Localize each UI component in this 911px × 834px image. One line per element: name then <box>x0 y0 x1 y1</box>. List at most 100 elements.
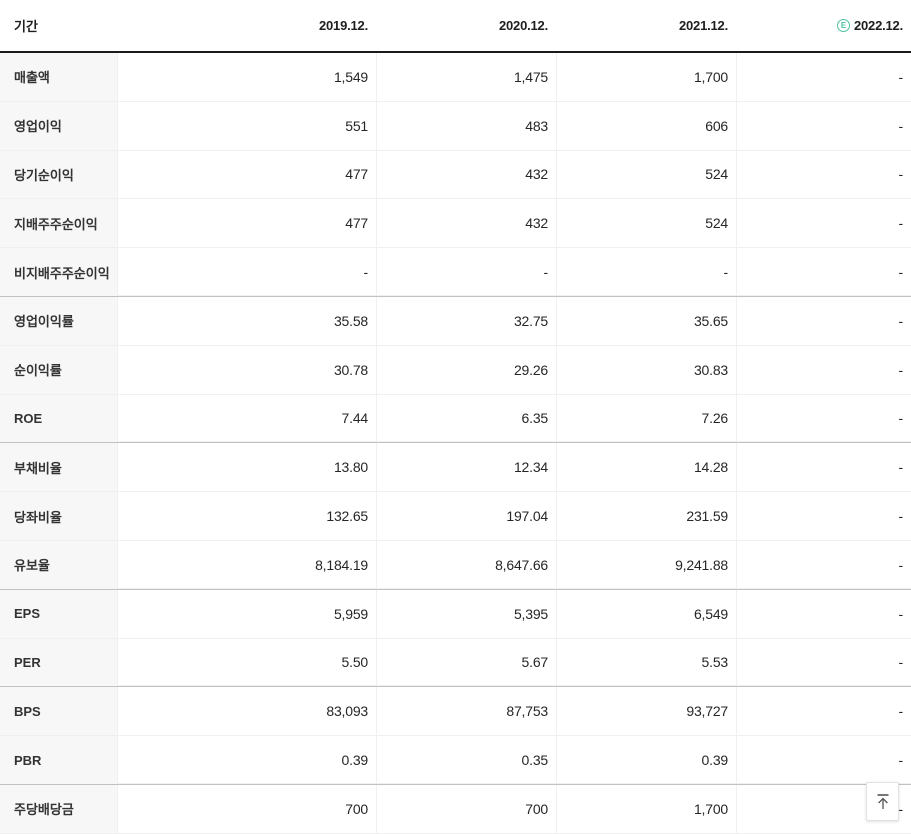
cell-value: 5.50 <box>117 638 376 687</box>
cell-value: 30.83 <box>556 345 736 394</box>
cell-value: - <box>736 589 911 638</box>
cell-value: 93,727 <box>556 687 736 736</box>
row-label: 순이익률 <box>0 345 117 394</box>
row-label: 부채비율 <box>0 443 117 492</box>
cell-value: 700 <box>117 784 376 833</box>
cell-value: - <box>736 736 911 784</box>
cell-value: 132.65 <box>117 492 376 540</box>
cell-value: - <box>736 199 911 248</box>
table-row: 주당배당금 700 700 1,700- <box>0 784 911 834</box>
cell-value: 29.26 <box>376 345 556 394</box>
cell-value: 524 <box>556 150 736 199</box>
column-header-2019: 2019.12. <box>318 18 368 33</box>
table-row: PBR 0.39 0.35 0.39- <box>0 736 911 785</box>
cell-value: 1,700 <box>556 53 736 101</box>
cell-value: 87,753 <box>376 687 556 736</box>
row-label: BPS <box>0 687 117 736</box>
cell-value: - <box>736 296 911 345</box>
row-label: 주당배당금 <box>0 784 117 833</box>
row-label: PER <box>0 638 117 687</box>
cell-value: 7.44 <box>117 394 376 443</box>
cell-value: 8,184.19 <box>117 540 376 589</box>
row-label: 비지배주주순이익 <box>0 248 117 296</box>
cell-value: - <box>736 150 911 199</box>
cell-value: - <box>736 101 911 150</box>
cell-value: 0.35 <box>376 736 556 784</box>
cell-value: 231.59 <box>556 492 736 540</box>
table-row: BPS 83,093 87,753 93,727- <box>0 687 911 737</box>
cell-value: 32.75 <box>376 296 556 345</box>
cell-value: 483 <box>376 101 556 150</box>
cell-value: 83,093 <box>117 687 376 736</box>
row-label: 당기순이익 <box>0 150 117 199</box>
cell-value: 12.34 <box>376 443 556 492</box>
table-body: 매출액 1,549 1,475 1,700- 영업이익 551 483 606- 당기순이익 47… <box>0 53 911 834</box>
cell-value: - <box>556 248 736 296</box>
cell-value: - <box>736 443 911 492</box>
row-label: 당좌비율 <box>0 492 117 540</box>
cell-value: 5,959 <box>117 589 376 638</box>
column-header-2022-estimate: E 2022.12. <box>736 18 911 33</box>
cell-value: - <box>736 248 911 296</box>
column-header-2020: 2020.12. <box>498 18 548 33</box>
cell-value: - <box>736 492 911 540</box>
cell-value: 1,549 <box>117 53 376 101</box>
cell-value: - <box>736 638 911 687</box>
cell-value: 700 <box>376 784 556 833</box>
table-row: 비지배주주순이익 - - - - <box>0 248 911 297</box>
table-row: 지배주주순이익 477 432 524- <box>0 199 911 249</box>
cell-value: 477 <box>117 199 376 248</box>
cell-value: - <box>376 248 556 296</box>
cell-value: 5.53 <box>556 638 736 687</box>
table-row: 영업이익률 35.58 32.75 35.65- <box>0 296 911 346</box>
arrow-up-to-top-icon <box>877 793 888 809</box>
row-label: 영업이익률 <box>0 296 117 345</box>
cell-value: - <box>736 784 911 833</box>
column-header-2022-label: 2022.12. <box>853 18 903 33</box>
cell-value: 432 <box>376 150 556 199</box>
row-label: 지배주주순이익 <box>0 199 117 248</box>
cell-value: 9,241.88 <box>556 540 736 589</box>
cell-value: 1,475 <box>376 53 556 101</box>
cell-value: 5.67 <box>376 638 556 687</box>
table-row: EPS 5,959 5,395 6,549- <box>0 589 911 639</box>
cell-value: 606 <box>556 101 736 150</box>
cell-value: 5,395 <box>376 589 556 638</box>
cell-value: 35.58 <box>117 296 376 345</box>
table-row: 유보율 8,184.19 8,647.66 9,241.88- <box>0 540 911 590</box>
table-row: 당기순이익 477 432 524- <box>0 150 911 200</box>
cell-value: 35.65 <box>556 296 736 345</box>
cell-value: 7.26 <box>556 394 736 443</box>
cell-value: 432 <box>376 199 556 248</box>
row-label: 유보율 <box>0 540 117 589</box>
row-label: 영업이익 <box>0 101 117 150</box>
cell-value: - <box>736 394 911 443</box>
table-row: 매출액 1,549 1,475 1,700- <box>0 53 911 102</box>
row-label: EPS <box>0 589 117 638</box>
cell-value: - <box>117 248 376 296</box>
cell-value: 477 <box>117 150 376 199</box>
cell-value: 8,647.66 <box>376 540 556 589</box>
cell-value: 551 <box>117 101 376 150</box>
table-row: 부채비율 13.80 12.34 14.28- <box>0 443 911 493</box>
table-header-row: 기간 2019.12. 2020.12. 2021.12. E 2022.12. <box>0 0 911 53</box>
cell-value: 524 <box>556 199 736 248</box>
cell-value: - <box>736 53 911 101</box>
cell-value: 0.39 <box>117 736 376 784</box>
cell-value: 6,549 <box>556 589 736 638</box>
table-row: 영업이익 551 483 606- <box>0 101 911 151</box>
estimate-icon: E <box>836 19 850 32</box>
row-label: PBR <box>0 736 117 784</box>
column-header-2021: 2021.12. <box>678 18 728 33</box>
cell-value: 1,700 <box>556 784 736 833</box>
cell-value: 197.04 <box>376 492 556 540</box>
table-row: 순이익률 30.78 29.26 30.83- <box>0 345 911 395</box>
cell-value: - <box>736 345 911 394</box>
scroll-to-top-button[interactable] <box>866 782 899 821</box>
cell-value: 14.28 <box>556 443 736 492</box>
cell-value: 30.78 <box>117 345 376 394</box>
row-label: 매출액 <box>0 53 117 101</box>
cell-value: 6.35 <box>376 394 556 443</box>
cell-value: - <box>736 540 911 589</box>
